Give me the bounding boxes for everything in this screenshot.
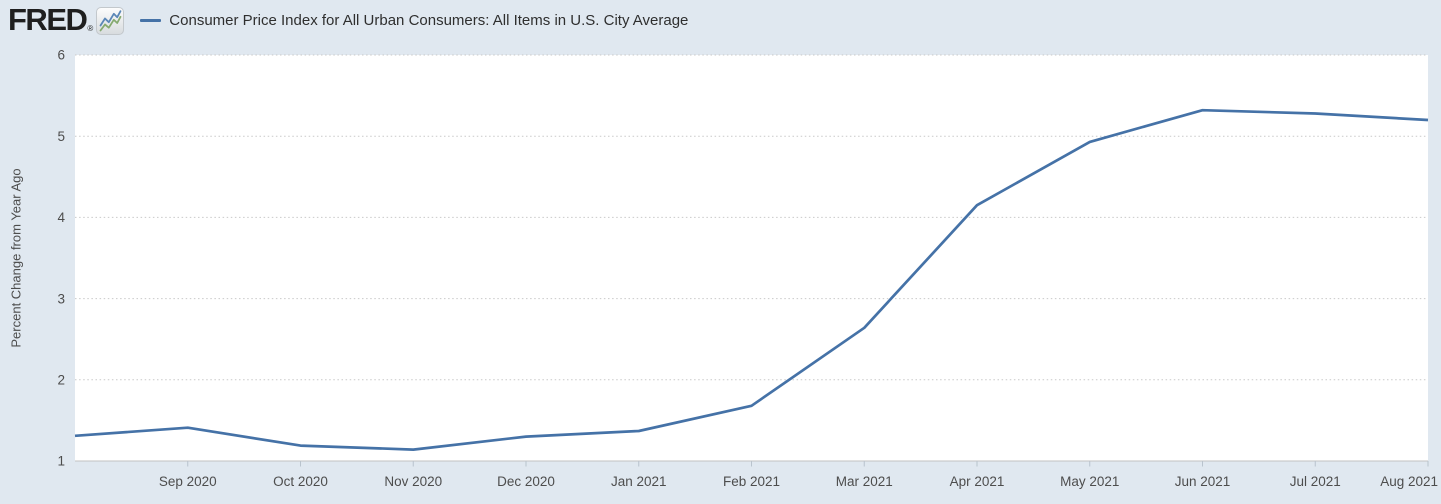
plot-area[interactable] (75, 55, 1428, 461)
y-axis-title: Percent Change from Year Ago (8, 168, 24, 348)
registered-mark: ® (87, 24, 94, 33)
x-tick-label-feb-2021: Feb 2021 (723, 474, 780, 489)
legend-line-marker (140, 18, 162, 22)
x-tick-label-oct-2020: Oct 2020 (273, 474, 328, 489)
fred-sparkline-icon (96, 7, 125, 35)
fred-logo-text: FRED (8, 2, 88, 37)
y-tick-label-2: 2 (57, 373, 65, 388)
graph-header: FRED ® Consumer Price Index for All Urba… (0, 0, 1441, 40)
x-tick-label-dec-2020: Dec 2020 (497, 474, 555, 489)
x-tick-label-nov-2020: Nov 2020 (384, 474, 442, 489)
legend-item-cpi[interactable]: Consumer Price Index for All Urban Consu… (140, 12, 688, 29)
legend: Consumer Price Index for All Urban Consu… (140, 12, 688, 29)
x-tick-label-jul-2021: Jul 2021 (1290, 474, 1341, 489)
legend-label: Consumer Price Index for All Urban Consu… (169, 11, 689, 29)
y-tick-label-6: 6 (57, 48, 65, 63)
y-tick-label-5: 5 (57, 129, 65, 144)
x-tick-label-mar-2021: Mar 2021 (836, 474, 893, 489)
cpi-series-line[interactable] (74, 108, 1429, 451)
y-tick-label-3: 3 (57, 291, 65, 306)
x-tick-label-aug-2021: Aug 2021 (1380, 474, 1438, 489)
y-tick-label-1: 1 (57, 454, 65, 469)
x-tick-label-jun-2021: Jun 2021 (1175, 474, 1231, 489)
x-tick-label-apr-2021: Apr 2021 (950, 474, 1005, 489)
y-tick-label-4: 4 (57, 210, 65, 225)
x-tick-label-may-2021: May 2021 (1060, 474, 1119, 489)
fred-logo[interactable]: FRED ® (8, 2, 125, 37)
x-tick-label-jan-2021: Jan 2021 (611, 474, 667, 489)
x-tick-label-sep-2020: Sep 2020 (159, 474, 217, 489)
